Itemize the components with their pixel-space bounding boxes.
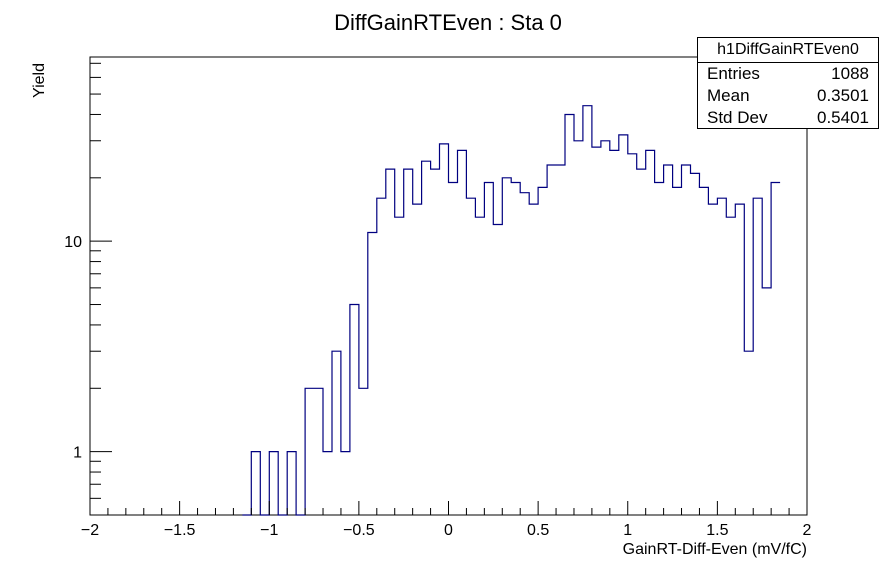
- histogram-bin: [511, 183, 520, 516]
- histogram-bin: [475, 217, 484, 515]
- histogram-bin: [314, 388, 323, 515]
- stats-entries-row: Entries 1088: [698, 63, 878, 85]
- x-tick-label: −1: [260, 522, 278, 539]
- stats-stddev-label: Std Dev: [707, 108, 768, 127]
- histogram-bin: [744, 351, 753, 515]
- histogram-bin: [269, 452, 278, 515]
- x-axis: −2 −1.5 −1 −0.5 0 0.5 1 1.5 2: [81, 501, 812, 539]
- histogram-bin: [556, 165, 565, 515]
- histogram-bin: [610, 150, 619, 515]
- histogram-bin: [762, 288, 771, 515]
- histogram-bin: [547, 165, 556, 515]
- histogram-bin: [502, 178, 511, 515]
- histogram-bars: [251, 106, 780, 515]
- histogram-bin: [601, 141, 610, 515]
- x-tick-label: −0.5: [343, 522, 375, 539]
- histogram-bin: [565, 115, 574, 516]
- histogram-bin: [449, 183, 458, 516]
- histogram-bin: [691, 173, 700, 515]
- histogram-bin: [717, 198, 726, 515]
- histogram-bin: [699, 187, 708, 515]
- histogram-bin: [529, 204, 538, 515]
- x-tick-label: 2: [803, 522, 812, 539]
- histogram-bin: [592, 147, 601, 515]
- histogram-bin: [350, 305, 359, 516]
- histogram-bin: [753, 198, 762, 515]
- y-tick-label: 1: [73, 445, 82, 462]
- stats-mean-value: 0.3501: [817, 86, 869, 105]
- histogram-bin: [251, 452, 260, 515]
- stats-stddev-value: 0.5401: [817, 108, 869, 127]
- histogram-bin: [771, 183, 780, 516]
- histogram-bin: [520, 193, 529, 515]
- y-tick-label: 10: [64, 234, 82, 251]
- stats-entries-label: Entries: [707, 64, 760, 83]
- histogram-bin: [708, 204, 717, 515]
- stats-mean-row: Mean 0.3501: [698, 85, 878, 107]
- x-tick-label: −1.5: [164, 522, 196, 539]
- stats-stddev-row: Std Dev 0.5401: [698, 107, 878, 129]
- histogram-bin: [359, 388, 368, 515]
- histogram-bin: [646, 150, 655, 515]
- histogram-bin: [726, 217, 735, 515]
- histogram-bin: [287, 452, 296, 515]
- histogram-bin: [628, 154, 637, 515]
- histogram-bin: [323, 452, 332, 515]
- stats-mean-label: Mean: [707, 86, 750, 105]
- histogram-bin: [735, 204, 744, 515]
- y-axis: 1 10: [64, 62, 112, 516]
- histogram-bin: [440, 144, 449, 515]
- stats-box: h1DiffGainRTEven0 Entries 1088 Mean 0.35…: [697, 37, 879, 129]
- stats-histogram-name: h1DiffGainRTEven0: [698, 38, 878, 63]
- y-axis-label: Yield: [31, 63, 48, 98]
- histogram-bin: [395, 217, 404, 515]
- histogram-bin: [386, 169, 395, 515]
- x-axis-label: GainRT-Diff-Even (mV/fC): [623, 541, 807, 558]
- histogram-bin: [458, 150, 467, 515]
- histogram-bin: [404, 169, 413, 515]
- histogram-bin: [377, 198, 386, 515]
- histogram-line: [242, 105, 781, 516]
- histogram-bin: [664, 165, 673, 515]
- histogram-bin: [422, 161, 431, 515]
- x-tick-label: −2: [81, 522, 99, 539]
- histogram-bin: [368, 233, 377, 516]
- histogram-bin: [466, 198, 475, 515]
- histogram-bin: [332, 351, 341, 515]
- histogram-bin: [538, 187, 547, 515]
- x-tick-label: 0: [444, 522, 453, 539]
- histogram-bin: [673, 187, 682, 515]
- x-tick-label: 1.5: [706, 522, 728, 539]
- histogram-bin: [655, 183, 664, 516]
- histogram-bin: [493, 225, 502, 516]
- histogram-bin: [431, 169, 440, 515]
- x-tick-label: 1: [623, 522, 632, 539]
- histogram-bin: [574, 141, 583, 515]
- histogram-bin: [413, 204, 422, 515]
- histogram-bin: [619, 135, 628, 515]
- histogram-bin: [341, 452, 350, 515]
- stats-entries-value: 1088: [831, 64, 869, 83]
- histogram-bin: [682, 165, 691, 515]
- chart-title: DiffGainRTEven : Sta 0: [334, 10, 562, 35]
- histogram-bin: [305, 388, 314, 515]
- histogram-bin: [484, 183, 493, 516]
- histogram-bin: [583, 106, 592, 515]
- x-tick-label: 0.5: [527, 522, 549, 539]
- histogram-bin: [637, 169, 646, 515]
